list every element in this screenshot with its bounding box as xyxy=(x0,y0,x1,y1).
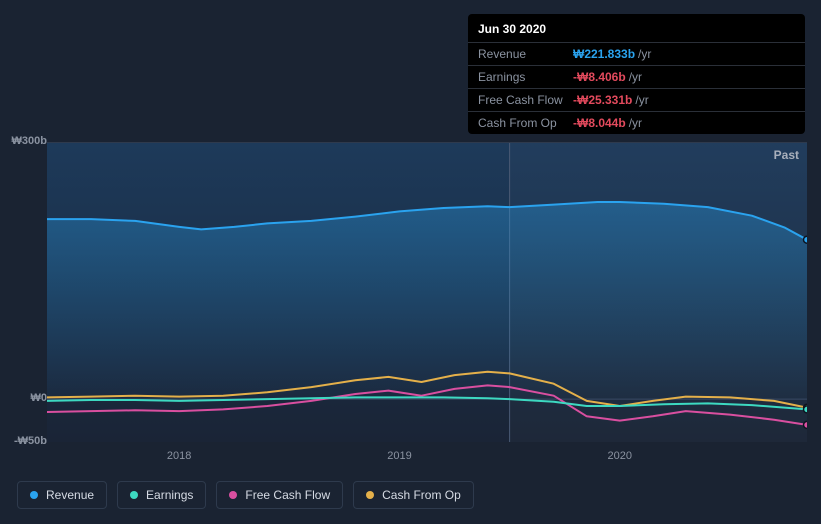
chart-container: ₩300b₩0-₩50b 201820192020 Past xyxy=(17,120,807,465)
tooltip-panel: Jun 30 2020 Revenue ₩221.833b /yr Earnin… xyxy=(468,14,805,134)
tooltip-label: Revenue xyxy=(478,47,573,61)
y-axis-label: ₩300b xyxy=(12,135,47,147)
legend-item-cfo[interactable]: Cash From Op xyxy=(353,481,474,509)
tooltip-value: -₩8.406b xyxy=(573,70,626,84)
tooltip-date: Jun 30 2020 xyxy=(468,14,805,42)
legend: Revenue Earnings Free Cash Flow Cash Fro… xyxy=(17,481,474,509)
past-label: Past xyxy=(774,148,799,162)
y-axis-label: -₩50b xyxy=(14,435,47,447)
tooltip-unit: /yr xyxy=(638,47,651,61)
legend-label: Revenue xyxy=(46,488,94,502)
tooltip-row-earnings: Earnings -₩8.406b /yr xyxy=(468,65,805,88)
tooltip-unit: /yr xyxy=(635,93,648,107)
tooltip-value: ₩221.833b xyxy=(573,47,635,61)
legend-item-revenue[interactable]: Revenue xyxy=(17,481,107,509)
legend-dot xyxy=(366,491,374,499)
tooltip-label: Free Cash Flow xyxy=(478,93,573,107)
legend-dot xyxy=(229,491,237,499)
legend-item-earnings[interactable]: Earnings xyxy=(117,481,206,509)
x-axis-label: 2018 xyxy=(167,450,191,462)
tooltip-unit: /yr xyxy=(629,70,642,84)
legend-dot xyxy=(30,491,38,499)
tooltip-unit: /yr xyxy=(629,116,642,130)
y-axis-label: ₩0 xyxy=(31,392,48,404)
legend-item-fcf[interactable]: Free Cash Flow xyxy=(216,481,343,509)
tooltip-row-fcf: Free Cash Flow -₩25.331b /yr xyxy=(468,88,805,111)
tooltip-row-revenue: Revenue ₩221.833b /yr xyxy=(468,42,805,65)
chart-plot[interactable]: Past xyxy=(47,142,807,442)
x-axis-label: 2019 xyxy=(387,450,411,462)
tooltip-value: -₩8.044b xyxy=(573,116,626,130)
tooltip-value: -₩25.331b xyxy=(573,93,632,107)
legend-label: Free Cash Flow xyxy=(245,488,330,502)
tooltip-label: Cash From Op xyxy=(478,116,573,130)
legend-label: Cash From Op xyxy=(382,488,461,502)
tooltip-row-cfo: Cash From Op -₩8.044b /yr xyxy=(468,111,805,134)
legend-dot xyxy=(130,491,138,499)
tooltip-label: Earnings xyxy=(478,70,573,84)
x-axis-label: 2020 xyxy=(608,450,632,462)
legend-label: Earnings xyxy=(146,488,193,502)
chart-svg xyxy=(47,142,807,442)
